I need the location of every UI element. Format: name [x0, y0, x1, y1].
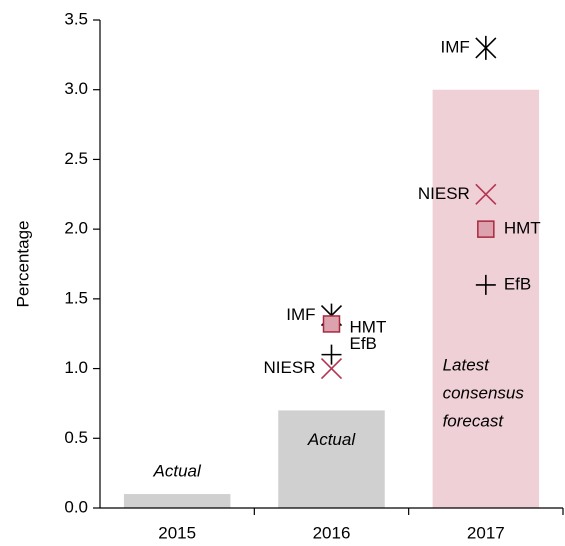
y-tick-label: 3.5 [64, 9, 88, 28]
y-tick-label: 3.0 [64, 79, 88, 98]
series-label: IMF [441, 37, 470, 56]
marker [320, 358, 343, 380]
marker [475, 274, 496, 295]
x-tick-label: 2015 [158, 523, 196, 542]
series-label: HMT [350, 317, 387, 336]
bar [432, 89, 540, 508]
marker [322, 315, 341, 333]
series-label: EfB [350, 334, 377, 353]
y-axis-label: Percentage [13, 221, 32, 308]
marker [475, 183, 497, 205]
series-label: EfB [504, 274, 531, 293]
y-tick-label: 0.5 [64, 428, 88, 447]
marker [477, 220, 495, 238]
bar-label: Latest [443, 355, 491, 374]
series-label: HMT [504, 219, 541, 238]
x-tick-label: 2017 [467, 523, 505, 542]
marker [475, 35, 497, 60]
bar [278, 410, 385, 508]
bar-label: Actual [153, 462, 202, 481]
bar-label: Actual [307, 430, 356, 449]
bar-label: forecast [443, 411, 505, 430]
series-label: IMF [286, 305, 315, 324]
y-tick-label: 2.0 [64, 219, 88, 238]
series-label: NIESR [264, 358, 316, 377]
bar [123, 494, 231, 508]
y-tick-label: 1.0 [64, 358, 88, 377]
series-label: NIESR [418, 184, 470, 203]
y-tick-label: 0.0 [64, 497, 88, 516]
marker [321, 344, 342, 365]
y-tick-label: 1.5 [64, 288, 88, 307]
x-tick-label: 2016 [313, 523, 351, 542]
y-tick-label: 2.5 [64, 149, 88, 168]
bar-label: consensus [443, 383, 525, 402]
